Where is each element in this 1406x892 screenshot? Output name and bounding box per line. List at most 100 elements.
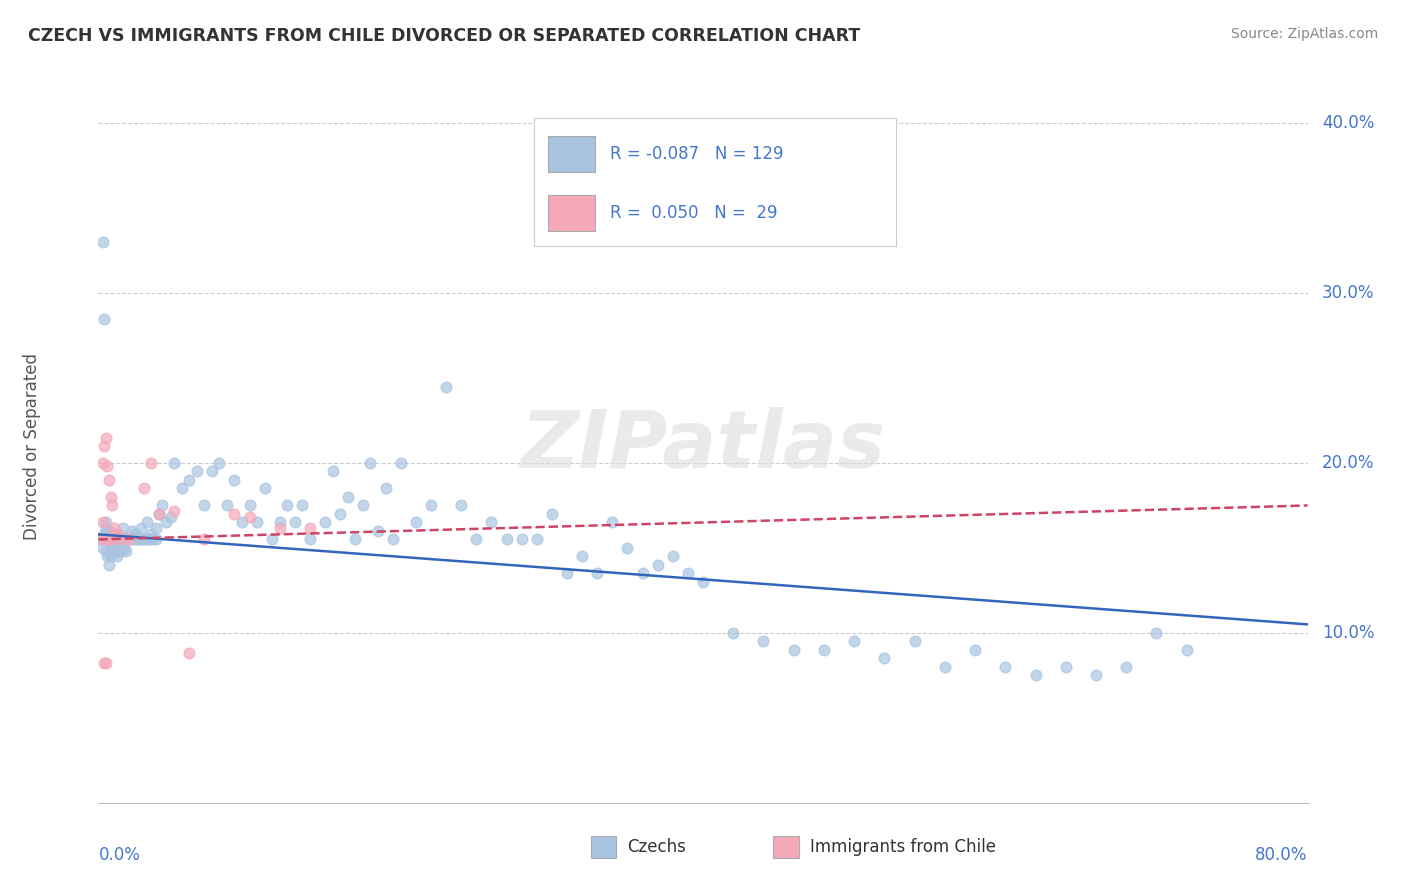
Point <box>676 566 699 581</box>
Point <box>360 456 382 470</box>
Bar <box>591 836 616 858</box>
Point <box>934 660 956 674</box>
Point <box>141 527 163 541</box>
Point <box>101 541 124 555</box>
Point <box>101 533 124 547</box>
Point <box>100 533 122 547</box>
Point <box>139 533 162 547</box>
Point <box>93 657 115 671</box>
Point <box>450 499 472 513</box>
Point <box>135 516 157 530</box>
Point <box>142 533 165 547</box>
Point <box>510 533 533 547</box>
Point <box>107 533 129 547</box>
Point <box>322 465 344 479</box>
Point <box>94 520 117 534</box>
Point <box>135 533 157 547</box>
Point <box>93 439 115 453</box>
Text: 30.0%: 30.0% <box>1322 284 1375 302</box>
Point <box>239 510 262 524</box>
Text: Divorced or Separated: Divorced or Separated <box>22 352 41 540</box>
Text: 80.0%: 80.0% <box>1256 846 1308 863</box>
Point <box>105 533 128 547</box>
Point <box>98 473 121 487</box>
Point <box>419 499 441 513</box>
Point <box>121 524 143 538</box>
Point <box>111 533 134 547</box>
Point <box>813 643 835 657</box>
Point <box>163 503 186 517</box>
Point <box>110 533 132 547</box>
Text: CZECH VS IMMIGRANTS FROM CHILE DIVORCED OR SEPARATED CORRELATION CHART: CZECH VS IMMIGRANTS FROM CHILE DIVORCED … <box>28 27 860 45</box>
Point <box>141 456 163 470</box>
Point <box>160 510 183 524</box>
Point <box>155 516 177 530</box>
Point <box>170 482 193 496</box>
Point <box>105 549 128 564</box>
Point <box>93 527 115 541</box>
Point <box>465 533 488 547</box>
Point <box>1115 660 1137 674</box>
Point <box>101 527 124 541</box>
Point <box>127 533 149 547</box>
Point <box>100 533 122 547</box>
Point <box>103 533 125 547</box>
Point <box>93 311 115 326</box>
Text: Czechs: Czechs <box>627 838 686 856</box>
Point <box>904 634 927 648</box>
Bar <box>773 836 799 858</box>
Point <box>495 533 517 547</box>
Point <box>661 549 683 564</box>
Point <box>132 482 155 496</box>
Point <box>145 520 167 534</box>
Point <box>692 574 714 589</box>
Point <box>108 533 131 547</box>
Point <box>108 544 131 558</box>
Point <box>94 430 117 444</box>
Point <box>98 533 121 547</box>
Point <box>124 527 146 541</box>
Point <box>114 544 136 558</box>
Point <box>148 507 170 521</box>
Point <box>98 533 121 547</box>
Point <box>314 516 336 530</box>
Point <box>329 507 352 521</box>
Point <box>104 527 127 541</box>
Point <box>107 527 129 541</box>
Point <box>299 520 322 534</box>
Point <box>107 533 129 547</box>
Point <box>269 520 291 534</box>
Point <box>481 516 503 530</box>
Point <box>124 533 146 547</box>
Point <box>129 520 152 534</box>
Point <box>127 533 149 547</box>
Point <box>844 634 866 648</box>
Point <box>90 533 112 547</box>
Point <box>100 549 122 564</box>
Point <box>103 533 125 547</box>
Point <box>269 516 291 530</box>
Point <box>752 634 775 648</box>
Point <box>994 660 1017 674</box>
Point <box>291 499 314 513</box>
Point <box>586 566 609 581</box>
Point <box>111 520 134 534</box>
Point <box>246 516 269 530</box>
Point <box>91 235 114 249</box>
Point <box>631 566 654 581</box>
Point <box>96 533 118 547</box>
Point <box>276 499 298 513</box>
Point <box>616 541 638 555</box>
Point <box>299 533 322 547</box>
Point <box>231 516 253 530</box>
Point <box>101 499 124 513</box>
Point <box>177 646 201 660</box>
Point <box>186 465 208 479</box>
Point <box>96 459 118 474</box>
Point <box>262 533 284 547</box>
Text: 20.0%: 20.0% <box>1322 454 1375 472</box>
Point <box>96 533 118 547</box>
Point <box>96 549 118 564</box>
Point <box>104 537 127 551</box>
Point <box>873 651 896 665</box>
